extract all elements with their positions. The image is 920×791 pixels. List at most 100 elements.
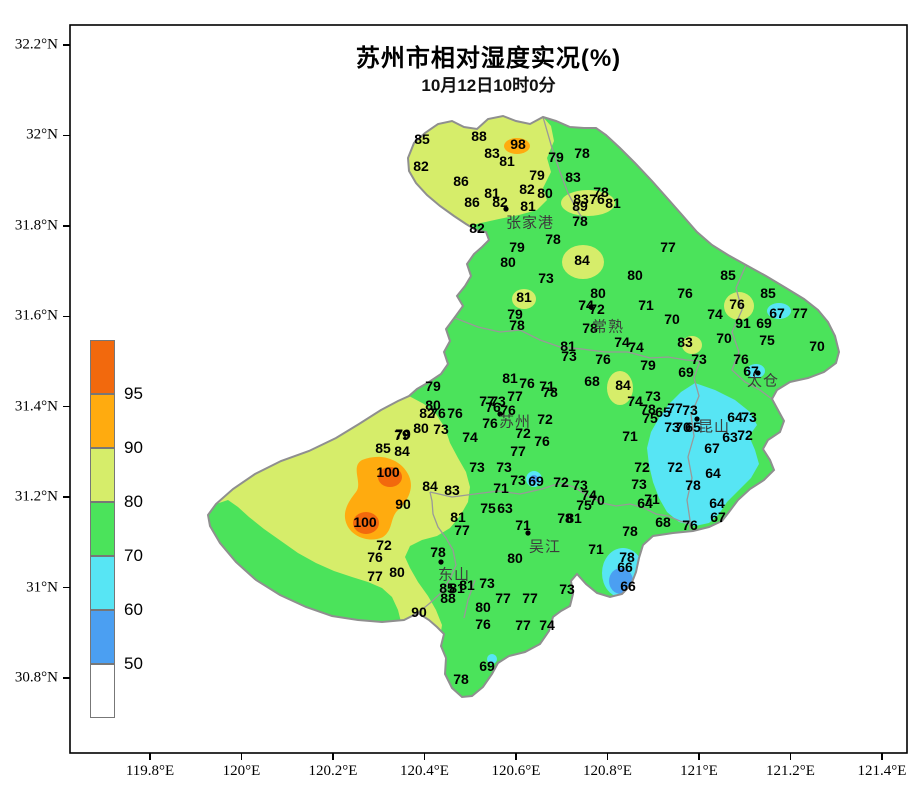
station-value: 73 — [572, 477, 588, 493]
station-value: 76 — [733, 351, 749, 367]
station-value: 88 — [471, 128, 487, 144]
y-tick-mark — [63, 586, 70, 589]
station-value: 77 — [667, 400, 683, 416]
legend-swatch — [90, 394, 115, 448]
y-tick-mark — [63, 44, 70, 46]
station-value: 80 — [500, 254, 516, 270]
station-value: 71 — [539, 378, 555, 394]
station-value: 100 — [376, 464, 400, 480]
y-tick-mark — [63, 405, 70, 408]
station-value: 78 — [619, 549, 635, 565]
station-value: 88 — [440, 590, 456, 606]
x-tick-label: 119.8°E — [125, 763, 175, 779]
station-value: 70 — [716, 330, 732, 346]
x-tick-label: 121.4°E — [857, 763, 907, 779]
station-value: 84 — [574, 252, 590, 268]
x-tick-mark — [515, 753, 517, 760]
station-value: 76 — [485, 399, 501, 415]
x-tick-label: 120°E — [222, 763, 261, 779]
station-value: 64 — [637, 495, 653, 511]
station-value: 76 — [447, 405, 463, 421]
station-value: 83 — [565, 169, 581, 185]
station-value: 78 — [582, 320, 598, 336]
station-value: 81 — [560, 338, 576, 354]
legend-swatch — [90, 502, 115, 556]
station-value: 80 — [413, 420, 429, 436]
station-value: 71 — [515, 517, 531, 533]
station-value: 71 — [588, 541, 604, 557]
x-tick-label: 120.6°E — [491, 763, 541, 779]
station-value: 82 — [492, 194, 508, 210]
city-dot — [755, 370, 761, 376]
station-value: 85 — [760, 285, 776, 301]
station-value: 83 — [484, 145, 500, 161]
station-value: 76 — [589, 191, 605, 207]
station-value: 91 — [735, 315, 751, 331]
station-value: 77 — [454, 522, 470, 538]
station-value: 78 — [622, 523, 638, 539]
city-label: 张家港 — [505, 214, 555, 232]
city-dot — [503, 206, 509, 212]
station-value: 77 — [367, 568, 383, 584]
station-value: 78 — [557, 510, 573, 526]
station-value: 81 — [499, 153, 515, 169]
station-value: 100 — [353, 514, 377, 530]
station-value: 74 — [462, 429, 478, 445]
city-dot — [497, 411, 503, 417]
station-value: 76 — [677, 285, 693, 301]
station-value: 84 — [394, 443, 410, 459]
station-value: 67 — [769, 305, 785, 321]
station-value: 73 — [538, 270, 554, 286]
station-value: 72 — [515, 425, 531, 441]
station-value: 85 — [375, 440, 391, 456]
station-value: 73 — [490, 393, 506, 409]
legend-value: 95 — [124, 384, 143, 403]
x-tick-mark — [881, 753, 883, 760]
station-value: 77 — [479, 393, 495, 409]
contours-50-60 — [530, 475, 633, 594]
station-value: 81 — [450, 509, 466, 525]
station-value: 70 — [809, 338, 825, 354]
station-value: 78 — [509, 317, 525, 333]
station-value: 79 — [509, 239, 525, 255]
legend-value: 50 — [124, 654, 143, 673]
station-value: 80 — [590, 285, 606, 301]
station-value: 89 — [572, 198, 588, 214]
station-value: 90 — [395, 496, 411, 512]
legend-value: 70 — [124, 546, 143, 565]
station-value: 71 — [493, 480, 509, 496]
x-tick-mark — [789, 753, 792, 760]
city-dot — [588, 304, 594, 310]
station-value: 75 — [642, 410, 658, 426]
station-value: 77 — [522, 590, 538, 606]
station-value: 81 — [605, 195, 621, 211]
station-value: 79 — [425, 378, 441, 394]
station-value: 73 — [469, 459, 485, 475]
station-value: 76 — [534, 433, 550, 449]
legend-swatch — [90, 448, 115, 502]
city-dot — [694, 416, 700, 422]
y-tick-label: 31.8°N — [14, 217, 58, 234]
station-value: 76 — [475, 616, 491, 632]
station-value: 79 — [529, 167, 545, 183]
station-value: 73 — [559, 581, 575, 597]
station-value: 75 — [576, 497, 592, 513]
station-value: 67 — [704, 440, 720, 456]
station-value: 68 — [584, 373, 600, 389]
city-dot — [438, 559, 444, 565]
x-tick-mark — [606, 753, 609, 760]
station-value: 69 — [756, 315, 772, 331]
station-value: 80 — [507, 550, 523, 566]
y-tick-mark — [63, 315, 70, 318]
station-value: 80 — [425, 397, 441, 413]
station-value: 73 — [561, 348, 577, 364]
station-value: 67 — [710, 509, 726, 525]
station-value: 76 — [482, 415, 498, 431]
station-value: 74 — [578, 297, 594, 313]
legend-swatch — [90, 340, 115, 394]
station-value: 86 — [464, 194, 480, 210]
y-tick-mark — [63, 134, 70, 137]
station-value: 80 — [389, 564, 405, 580]
station-value: 76 — [729, 296, 745, 312]
station-value: 81 — [566, 510, 582, 526]
